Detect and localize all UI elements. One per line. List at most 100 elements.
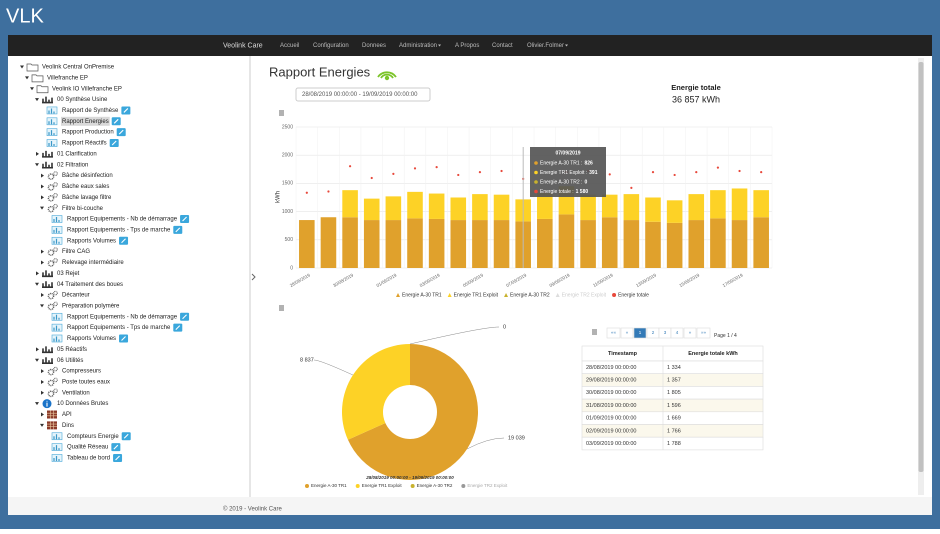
tree-item[interactable]: 04 Traitement des boues xyxy=(57,282,123,288)
tree-caret[interactable] xyxy=(40,206,44,210)
navbar-brand[interactable]: Veolink Care xyxy=(223,42,263,49)
legend-item[interactable]: Energie TR2 Exploit xyxy=(467,483,508,488)
page-button[interactable] xyxy=(606,327,621,339)
legend-item[interactable]: Energie A-30 TR2 xyxy=(510,292,550,298)
pie-menu-icon[interactable] xyxy=(279,305,284,311)
bar-segment[interactable] xyxy=(623,194,640,221)
bar-segment[interactable] xyxy=(688,220,705,268)
tree-caret[interactable] xyxy=(41,173,44,178)
bar-segment[interactable] xyxy=(623,220,640,268)
tree-item[interactable]: Rapport Production xyxy=(62,130,114,136)
page-button-label[interactable]: » xyxy=(689,330,692,335)
tree-item[interactable]: Bâche lavage filtre xyxy=(62,195,112,201)
bar-segment[interactable] xyxy=(407,218,423,268)
tree-item[interactable]: Relevage intermédiaire xyxy=(62,260,124,266)
bar-segment[interactable] xyxy=(472,194,488,221)
bar-segment[interactable] xyxy=(710,218,726,268)
tree-caret[interactable] xyxy=(36,347,39,352)
tree-item[interactable]: Dins xyxy=(62,423,74,429)
tree-item[interactable]: Rapport Equipements - Tps de marche xyxy=(67,325,171,331)
donut-slice[interactable] xyxy=(342,344,410,440)
tree-item[interactable]: 02 Filtration xyxy=(57,162,88,168)
bar-segment[interactable] xyxy=(666,222,683,268)
tree-item[interactable]: Bâche désinfection xyxy=(62,173,113,179)
bar-segment[interactable] xyxy=(537,192,553,219)
table-menu-icon[interactable] xyxy=(592,329,597,335)
tree-item[interactable]: Veolink Central OnPremise xyxy=(42,65,115,71)
tree-item[interactable]: 05 Réactifs xyxy=(57,347,87,353)
tree-item[interactable]: Filtre bi-couche xyxy=(62,206,104,212)
tree-caret[interactable] xyxy=(41,195,44,200)
nav-item[interactable]: Configuration xyxy=(313,43,349,49)
bar-segment[interactable] xyxy=(472,220,488,268)
tree-caret[interactable] xyxy=(41,249,44,254)
legend-item[interactable]: Energie totale xyxy=(618,292,649,298)
bar-segment[interactable] xyxy=(342,217,358,268)
tree-caret[interactable] xyxy=(41,293,44,298)
chart-menu-icon[interactable] xyxy=(279,110,284,116)
donut-slice[interactable] xyxy=(347,344,478,481)
legend-item[interactable]: Energie A-30 TR2 xyxy=(417,483,453,488)
page-button-label[interactable]: 1 xyxy=(639,330,642,335)
date-range-input[interactable] xyxy=(295,87,431,102)
tree-item[interactable]: Préparation polymère xyxy=(62,303,120,309)
tree-item[interactable]: Rapport de Synthèse xyxy=(62,108,119,114)
bar-segment[interactable] xyxy=(580,194,596,221)
bar-segment[interactable] xyxy=(558,214,575,268)
bar-segment[interactable] xyxy=(710,190,726,219)
bar-segment[interactable] xyxy=(428,193,445,219)
date-range[interactable]: 28/08/2019 00:00:00 - 19/09/2019 00:00:0… xyxy=(302,92,418,98)
tree-item[interactable]: 01 Clarification xyxy=(57,151,97,157)
bar-segment[interactable] xyxy=(385,220,402,268)
page-button-label[interactable]: »» xyxy=(701,330,707,335)
page-button-label[interactable]: 3 xyxy=(664,330,667,335)
tree-caret[interactable] xyxy=(35,163,39,167)
tree-item[interactable]: Ventilation xyxy=(62,390,90,396)
splitter[interactable] xyxy=(251,273,256,281)
tree-item[interactable]: 00 Synthèse Usine xyxy=(57,97,108,103)
bar-segment[interactable] xyxy=(580,220,596,268)
legend-item[interactable]: Energie TR2 Exploit xyxy=(562,292,607,298)
tree-item[interactable]: Rapport Réactifs xyxy=(62,141,107,147)
tree-caret[interactable] xyxy=(41,379,44,384)
tree-item[interactable]: Bâche eaux sales xyxy=(62,184,109,190)
bar-segment[interactable] xyxy=(450,220,467,268)
tree-item[interactable]: Tableau de bord xyxy=(67,456,110,462)
tree-item[interactable]: 10 Données Brutes xyxy=(57,401,108,407)
bar-segment[interactable] xyxy=(299,220,315,268)
tree-caret[interactable] xyxy=(41,184,44,189)
tree-caret[interactable] xyxy=(35,282,39,286)
tree-item[interactable]: Décanteur xyxy=(62,293,90,299)
bar-segment[interactable] xyxy=(428,218,445,268)
tree-caret[interactable] xyxy=(41,390,44,395)
nav-item[interactable]: Donnees xyxy=(362,43,386,49)
page-button-label[interactable]: 2 xyxy=(652,330,655,335)
bar-segment[interactable] xyxy=(601,194,618,218)
bar-segment[interactable] xyxy=(731,188,748,221)
legend-item[interactable]: Energie A-30 TR1 xyxy=(311,483,347,488)
tree-item[interactable]: 03 Rejet xyxy=(57,271,80,277)
bar-segment[interactable] xyxy=(407,191,423,219)
page-button-label[interactable]: «« xyxy=(611,330,617,335)
page-button[interactable] xyxy=(683,327,697,339)
tree-caret[interactable] xyxy=(35,358,39,362)
tree-item[interactable]: Qualité Réseau xyxy=(67,445,108,451)
bar-segment[interactable] xyxy=(342,190,358,218)
tree-caret[interactable] xyxy=(20,65,24,69)
tree-item[interactable]: Poste toutes eaux xyxy=(62,380,110,386)
tree-caret[interactable] xyxy=(36,271,39,276)
tree-caret[interactable] xyxy=(25,76,29,80)
tree-item[interactable]: Rapport Equipements - Tps de marche xyxy=(67,227,171,233)
bar-segment[interactable] xyxy=(493,220,510,268)
legend-item[interactable]: Energie TR1 Exploit xyxy=(362,483,403,488)
bar-segment[interactable] xyxy=(753,217,769,268)
nav-item[interactable]: A Propos xyxy=(455,43,479,49)
tree-caret[interactable] xyxy=(40,304,44,308)
tree-item[interactable]: Rapport Equipements - Nb de démarrage xyxy=(67,314,178,320)
bar-segment[interactable] xyxy=(450,197,467,221)
legend-item[interactable]: Energie A-30 TR1 xyxy=(402,292,442,298)
tree-item[interactable]: Compresseurs xyxy=(62,369,101,375)
bar-segment[interactable] xyxy=(666,200,683,223)
legend-item[interactable]: Energie TR1 Exploit xyxy=(454,292,499,298)
tree-item[interactable]: Rapport Energies xyxy=(62,119,109,125)
